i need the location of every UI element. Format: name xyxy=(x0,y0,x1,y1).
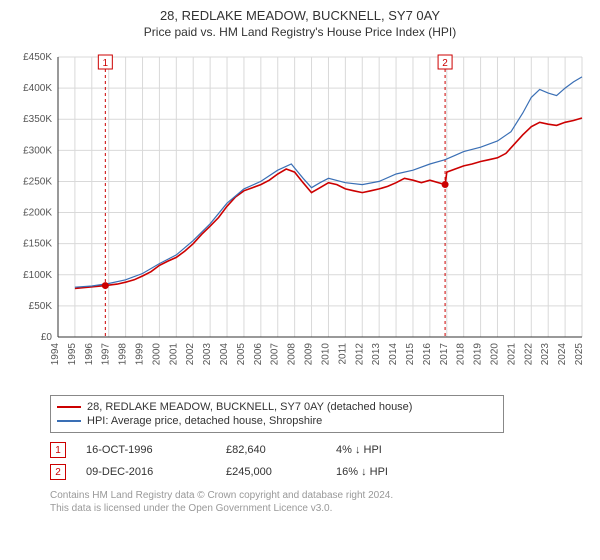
svg-text:2020: 2020 xyxy=(489,343,500,366)
svg-text:2003: 2003 xyxy=(202,343,213,366)
sale-delta: 4% ↓ HPI xyxy=(336,444,446,456)
legend-swatch xyxy=(57,420,81,422)
svg-text:2004: 2004 xyxy=(219,343,230,366)
svg-text:2018: 2018 xyxy=(456,343,467,366)
svg-text:£100K: £100K xyxy=(23,270,52,281)
sale-row: 2 09-DEC-2016£245,00016% ↓ HPI xyxy=(50,461,590,483)
svg-text:2001: 2001 xyxy=(168,343,179,366)
svg-text:2017: 2017 xyxy=(439,343,450,366)
svg-text:£250K: £250K xyxy=(23,176,52,187)
svg-text:2021: 2021 xyxy=(506,343,517,366)
sale-row: 1 16-OCT-1996£82,6404% ↓ HPI xyxy=(50,439,590,461)
svg-text:£200K: £200K xyxy=(23,208,52,219)
svg-text:1995: 1995 xyxy=(67,343,78,366)
svg-text:2000: 2000 xyxy=(151,343,162,366)
svg-text:2012: 2012 xyxy=(354,343,365,366)
svg-text:2023: 2023 xyxy=(540,343,551,366)
svg-text:£400K: £400K xyxy=(23,83,52,94)
footer-attribution: Contains HM Land Registry data © Crown c… xyxy=(50,489,590,515)
svg-text:2002: 2002 xyxy=(185,343,196,366)
chart-title: 28, REDLAKE MEADOW, BUCKNELL, SY7 0AY xyxy=(10,8,590,23)
chart-svg: £0 £50K £100K £150K £200K £250K £300K £350K £400… xyxy=(10,47,590,387)
svg-text:£350K: £350K xyxy=(23,114,52,125)
svg-text:2006: 2006 xyxy=(253,343,264,366)
legend-item: HPI: Average price, detached house, Shro… xyxy=(57,414,497,428)
sale-marker: 2 xyxy=(50,464,66,480)
svg-text:2022: 2022 xyxy=(523,343,534,366)
legend-label: 28, REDLAKE MEADOW, BUCKNELL, SY7 0AY (d… xyxy=(87,401,412,413)
svg-text:1999: 1999 xyxy=(135,343,146,366)
svg-text:2007: 2007 xyxy=(270,343,281,366)
chart-plot-area: £0 £50K £100K £150K £200K £250K £300K £350K £400… xyxy=(10,47,590,387)
svg-text:1996: 1996 xyxy=(84,343,95,366)
svg-text:2005: 2005 xyxy=(236,343,247,366)
chart-container: 28, REDLAKE MEADOW, BUCKNELL, SY7 0AY Pr… xyxy=(0,0,600,525)
svg-text:2011: 2011 xyxy=(337,343,348,365)
svg-text:1994: 1994 xyxy=(50,343,61,366)
chart-subtitle: Price paid vs. HM Land Registry's House … xyxy=(10,25,590,39)
svg-text:2008: 2008 xyxy=(287,343,298,366)
svg-text:£150K: £150K xyxy=(23,239,52,250)
svg-text:2015: 2015 xyxy=(405,343,416,366)
legend-label: HPI: Average price, detached house, Shro… xyxy=(87,415,322,427)
svg-text:£50K: £50K xyxy=(29,301,53,312)
svg-text:1998: 1998 xyxy=(118,343,129,366)
svg-text:1: 1 xyxy=(103,58,109,69)
svg-text:2010: 2010 xyxy=(320,343,331,366)
svg-text:£0: £0 xyxy=(41,332,53,343)
footer-line2: This data is licensed under the Open Gov… xyxy=(50,502,590,515)
svg-text:£450K: £450K xyxy=(23,52,52,63)
legend-swatch xyxy=(57,406,81,408)
sale-price: £82,640 xyxy=(226,444,336,456)
sales-table: 1 16-OCT-1996£82,6404% ↓ HPI 2 09-DEC-2016£… xyxy=(50,439,590,483)
sale-delta: 16% ↓ HPI xyxy=(336,466,446,478)
svg-text:2: 2 xyxy=(442,58,448,69)
legend-item: 28, REDLAKE MEADOW, BUCKNELL, SY7 0AY (d… xyxy=(57,400,497,414)
legend: 28, REDLAKE MEADOW, BUCKNELL, SY7 0AY (d… xyxy=(50,395,504,433)
svg-text:2025: 2025 xyxy=(574,343,585,366)
sale-marker: 1 xyxy=(50,442,66,458)
svg-text:2016: 2016 xyxy=(422,343,433,366)
sale-price: £245,000 xyxy=(226,466,336,478)
svg-text:2024: 2024 xyxy=(557,343,568,366)
sale-date: 09-DEC-2016 xyxy=(86,466,226,478)
svg-text:2013: 2013 xyxy=(371,343,382,366)
svg-text:1997: 1997 xyxy=(101,343,112,366)
svg-text:2014: 2014 xyxy=(388,343,399,366)
sale-date: 16-OCT-1996 xyxy=(86,444,226,456)
svg-text:2009: 2009 xyxy=(304,343,315,366)
svg-text:£300K: £300K xyxy=(23,145,52,156)
footer-line1: Contains HM Land Registry data © Crown c… xyxy=(50,489,590,502)
svg-text:2019: 2019 xyxy=(473,343,484,366)
